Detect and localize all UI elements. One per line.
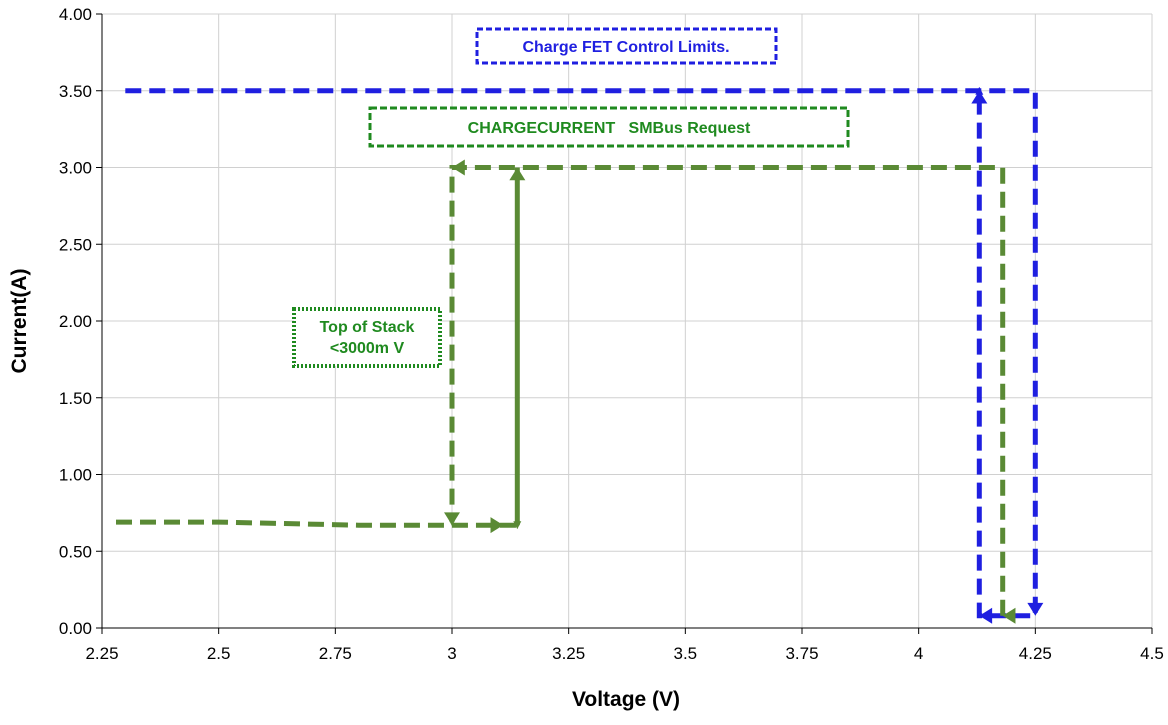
arrow-marker bbox=[509, 167, 526, 181]
x-tick-label: 4.5 bbox=[1140, 644, 1164, 663]
arrow-marker bbox=[1027, 602, 1044, 616]
y-tick-label: 3.00 bbox=[59, 159, 92, 178]
series-line-3 bbox=[448, 165, 1006, 616]
arrow-marker bbox=[971, 90, 988, 104]
axes: 2.25 2.5 2.75 3 3.25 3.5 3.75 4 4.25 4.5 0.00 0.50 1… bbox=[59, 5, 1164, 663]
annotation-text-smbus: CHARGECURRENT SMBus Request bbox=[468, 120, 751, 137]
x-tick-label: 3 bbox=[447, 644, 456, 663]
y-tick-label: 0.00 bbox=[59, 619, 92, 638]
x-tick-label: 4 bbox=[914, 644, 923, 663]
annotation-box-top-of-stack bbox=[292, 307, 442, 368]
annotation-text-fet: Charge FET Control Limits. bbox=[522, 39, 729, 56]
x-tick-label: 4.25 bbox=[1019, 644, 1052, 663]
y-tick-label: 3.50 bbox=[59, 82, 92, 101]
x-axis-title: Voltage (V) bbox=[572, 688, 680, 711]
x-tick-label: 2.5 bbox=[207, 644, 231, 663]
series-group bbox=[116, 86, 1044, 624]
x-tick-label: 3.25 bbox=[552, 644, 585, 663]
y-tick-label: 4.00 bbox=[59, 5, 92, 24]
y-tick-label: 2.00 bbox=[59, 312, 92, 331]
y-tick-label: 1.00 bbox=[59, 466, 92, 485]
arrow-marker bbox=[979, 607, 993, 624]
y-tick-label: 2.50 bbox=[59, 235, 92, 254]
annotation-box-fet bbox=[475, 27, 778, 65]
annotation-box-smbus bbox=[368, 106, 850, 148]
annotation-text-top-of-stack-line1: Top of Stack bbox=[320, 319, 415, 336]
series-line-2 bbox=[116, 167, 522, 530]
arrow-marker bbox=[444, 512, 460, 526]
y-tick-label: 1.50 bbox=[59, 389, 92, 408]
annotations: Charge FET Control Limits. CHARGECURRENT … bbox=[292, 27, 850, 368]
x-tick-label: 3.75 bbox=[785, 644, 818, 663]
grid bbox=[101, 13, 1153, 629]
series-line-1 bbox=[125, 86, 1038, 619]
y-tick-label: 0.50 bbox=[59, 542, 92, 561]
arrow-marker bbox=[490, 517, 504, 534]
x-tick-label: 2.75 bbox=[319, 644, 352, 663]
annotation-text-top-of-stack-line2: <3000m V bbox=[330, 340, 405, 357]
y-axis-title: Current(A) bbox=[8, 269, 31, 374]
x-tick-label: 2.25 bbox=[85, 644, 118, 663]
arrow-marker bbox=[452, 159, 465, 176]
arrow-marker bbox=[1002, 607, 1016, 624]
x-tick-label: 3.5 bbox=[674, 644, 698, 663]
